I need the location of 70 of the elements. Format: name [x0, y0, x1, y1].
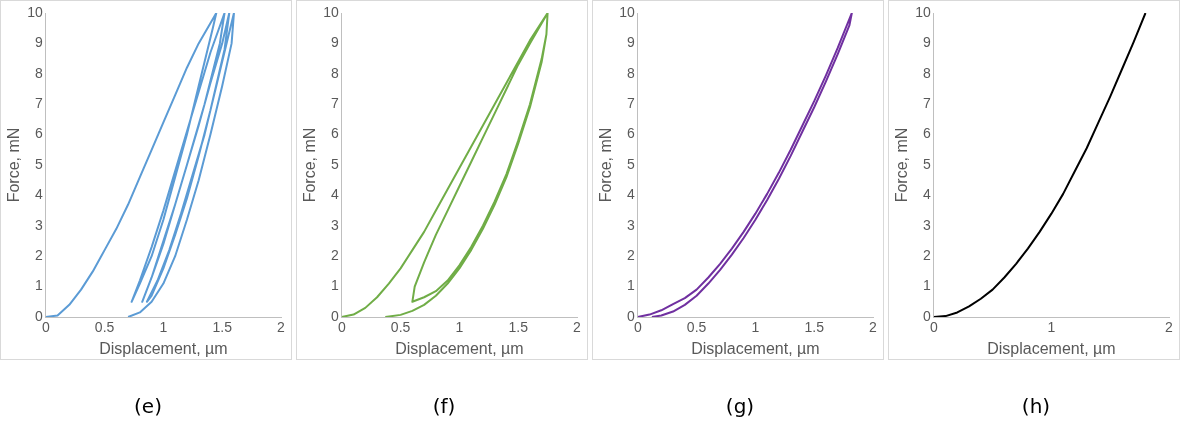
- y-tick-label: 6: [34, 125, 43, 142]
- x-tick-label: 1.5: [212, 319, 233, 336]
- text: (f): [431, 394, 457, 418]
- y-tick-label: 8: [922, 64, 931, 81]
- y-tick-label: 7: [626, 95, 635, 112]
- y-tick-label: 0: [34, 307, 43, 324]
- x-tick-label: 2: [869, 319, 878, 336]
- y-tick-label: 9: [34, 34, 43, 51]
- y-tick-label: 8: [34, 64, 43, 81]
- y-tick-label: 3: [626, 216, 635, 233]
- y-tick-label: 6: [330, 125, 339, 142]
- text: (h): [1020, 394, 1052, 418]
- y-tick-label: 7: [34, 95, 43, 112]
- x-axis-title: Displacement, µm: [99, 339, 228, 357]
- y-tick-label: 10: [27, 3, 43, 20]
- y-axis-title: Force, mN: [893, 127, 911, 203]
- y-tick-label: 7: [330, 95, 339, 112]
- y-tick-label: 6: [922, 125, 931, 142]
- y-tick-label: 10: [323, 3, 339, 20]
- y-tick-label: 8: [330, 64, 339, 81]
- y-tick-label: 7: [922, 95, 931, 112]
- y-tick-label: 1: [922, 277, 931, 294]
- x-tick-label: 0.5: [390, 319, 411, 336]
- y-tick-label: 4: [922, 186, 931, 203]
- y-tick-label: 0: [922, 307, 931, 324]
- x-axis-title: Displacement, µm: [987, 339, 1116, 357]
- y-tick-label: 2: [626, 247, 635, 264]
- x-tick-label: 0.5: [686, 319, 707, 336]
- y-tick-label: 9: [922, 34, 931, 51]
- y-tick-label: 8: [626, 64, 635, 81]
- x-tick-label: 1: [1047, 319, 1056, 336]
- y-tick-label: 1: [34, 277, 43, 294]
- y-tick-label: 4: [330, 186, 339, 203]
- y-tick-label: 5: [922, 155, 931, 172]
- x-axis-title: Displacement, µm: [691, 339, 820, 357]
- y-axis-title: Force, mN: [597, 127, 615, 203]
- y-tick-label: 5: [330, 155, 339, 172]
- x-tick-label: 2: [1165, 319, 1174, 336]
- x-tick-label: 2: [277, 319, 286, 336]
- y-tick-label: 5: [626, 155, 635, 172]
- y-tick-label: 10: [915, 3, 931, 20]
- x-axis-title: Displacement, µm: [395, 339, 524, 357]
- y-tick-label: 3: [922, 216, 931, 233]
- x-tick-label: 1: [751, 319, 760, 336]
- y-tick-label: 0: [330, 307, 339, 324]
- y-tick-label: 2: [922, 247, 931, 264]
- y-tick-label: 9: [330, 34, 339, 51]
- x-tick-label: 1: [455, 319, 464, 336]
- y-tick-label: 1: [330, 277, 339, 294]
- y-axis-title: Force, mN: [5, 127, 23, 203]
- y-tick-label: 2: [330, 247, 339, 264]
- x-tick-label: 1.5: [508, 319, 529, 336]
- x-tick-label: 1: [159, 319, 168, 336]
- text: (g): [724, 394, 756, 418]
- y-tick-label: 1: [626, 277, 635, 294]
- text: (e): [133, 394, 163, 418]
- y-tick-label: 5: [34, 155, 43, 172]
- y-tick-label: 4: [626, 186, 635, 203]
- y-tick-label: 3: [34, 216, 43, 233]
- x-tick-label: 0.5: [94, 319, 115, 336]
- y-tick-label: 6: [626, 125, 635, 142]
- y-tick-label: 4: [34, 186, 43, 203]
- y-tick-label: 2: [34, 247, 43, 264]
- y-tick-label: 9: [626, 34, 635, 51]
- y-tick-label: 3: [330, 216, 339, 233]
- x-tick-label: 2: [573, 319, 582, 336]
- x-tick-label: 1.5: [804, 319, 825, 336]
- y-tick-label: 10: [619, 3, 635, 20]
- y-axis-title: Force, mN: [301, 127, 319, 203]
- y-tick-label: 0: [626, 307, 635, 324]
